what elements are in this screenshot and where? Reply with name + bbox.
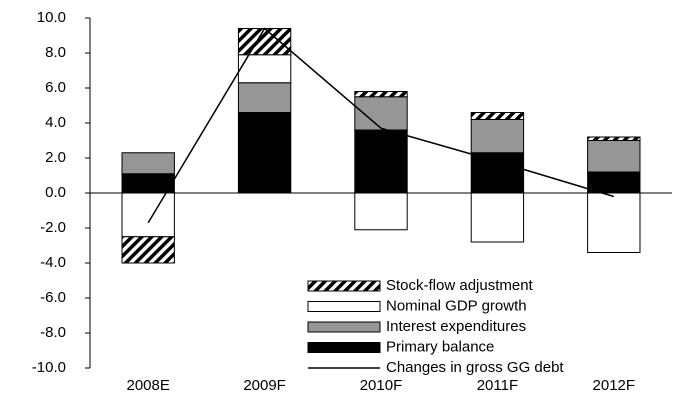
- legend-swatch: [307, 301, 381, 312]
- legend-label: Primary balance: [386, 338, 494, 355]
- bar-segment: [354, 192, 408, 231]
- bar-segment: [587, 140, 641, 173]
- y-tick-label: 8.0: [45, 44, 66, 61]
- legend-swatch: [307, 342, 381, 353]
- y-tick-label: 10.0: [37, 9, 66, 26]
- legend-label: Changes in gross GG debt: [386, 359, 564, 376]
- y-tick-label: -6.0: [40, 289, 66, 306]
- bar-segment: [237, 28, 292, 56]
- y-tick-label: 0.0: [45, 184, 66, 201]
- bar-segment: [237, 112, 292, 194]
- x-tick-label: 2009F: [243, 377, 286, 394]
- bar-segment: [121, 173, 175, 194]
- bar-segment: [237, 54, 292, 84]
- bar-segment: [121, 236, 175, 264]
- line-series: [147, 27, 615, 224]
- x-tick-label: 2011F: [477, 377, 518, 394]
- bar-segment: [587, 192, 641, 253]
- bar-segment: [587, 136, 641, 141]
- x-tick-label: 2012F: [593, 377, 636, 394]
- y-tick-label: 4.0: [45, 114, 66, 131]
- x-tick-label: 2008E: [127, 377, 170, 394]
- y-tick-label: 2.0: [45, 149, 66, 166]
- bar-segment: [470, 192, 525, 243]
- bar-segment: [354, 129, 408, 194]
- bar-segment: [587, 171, 641, 194]
- y-tick-label: -10.0: [32, 359, 66, 376]
- bar-segment: [470, 152, 525, 194]
- legend-label: Stock-flow adjustment: [386, 277, 534, 294]
- bar-segment: [470, 119, 525, 154]
- bar-segment: [354, 91, 408, 98]
- y-tick-label: -4.0: [40, 254, 66, 271]
- y-tick-label: -8.0: [40, 324, 66, 341]
- legend-swatch: [307, 280, 381, 292]
- legend-swatch: [307, 321, 381, 333]
- y-tick-label: -2.0: [40, 219, 66, 236]
- x-tick-label: 2010F: [360, 377, 403, 394]
- bar-segment: [121, 152, 175, 175]
- bar-segment: [470, 112, 525, 120]
- legend-label: Nominal GDP growth: [386, 297, 527, 314]
- legend-label: Interest expenditures: [386, 318, 526, 335]
- y-tick-label: 6.0: [45, 79, 66, 96]
- bar-segment: [237, 82, 292, 113]
- bar-segment: [121, 192, 175, 238]
